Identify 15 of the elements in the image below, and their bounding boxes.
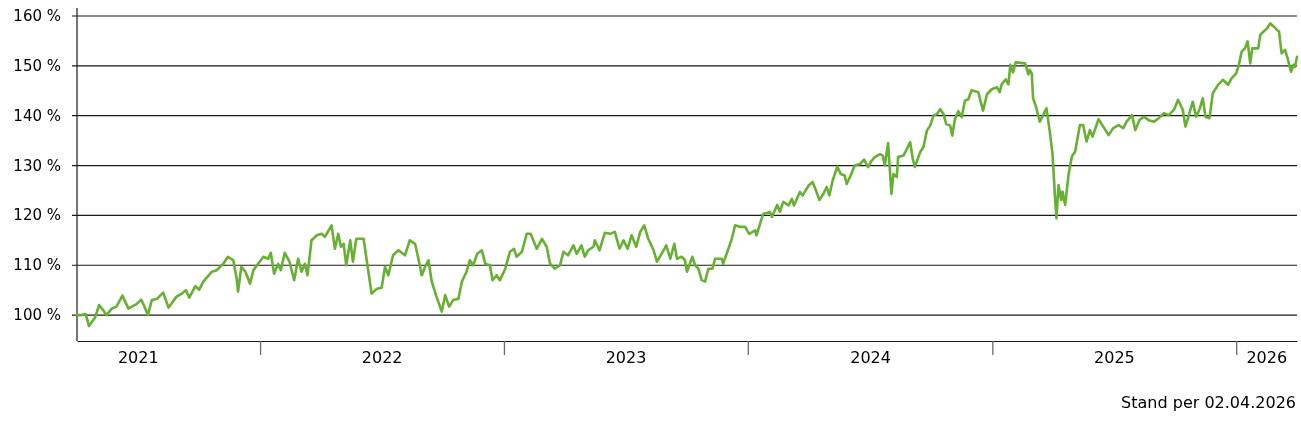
x-tick-label: 2023 bbox=[605, 348, 647, 367]
x-tick-label: 2021 bbox=[117, 348, 159, 367]
y-tick-label: 100 % bbox=[13, 306, 61, 325]
y-tick-label: 160 % bbox=[13, 6, 61, 25]
y-tick-label: 130 % bbox=[13, 156, 61, 175]
y-tick-label: 110 % bbox=[13, 256, 61, 275]
x-tick-label: 2022 bbox=[361, 348, 403, 367]
x-tick-label: 2025 bbox=[1094, 348, 1135, 367]
y-tick-label: 140 % bbox=[13, 106, 61, 125]
y-tick-label: 150 % bbox=[13, 56, 61, 75]
y-tick-label: 120 % bbox=[13, 206, 61, 225]
x-tick-label: 2024 bbox=[850, 348, 891, 367]
text: Stand per 02.04.2026 bbox=[1121, 393, 1296, 412]
line-series bbox=[75, 22, 1299, 328]
x-tick-label: 2026 bbox=[1246, 348, 1288, 367]
